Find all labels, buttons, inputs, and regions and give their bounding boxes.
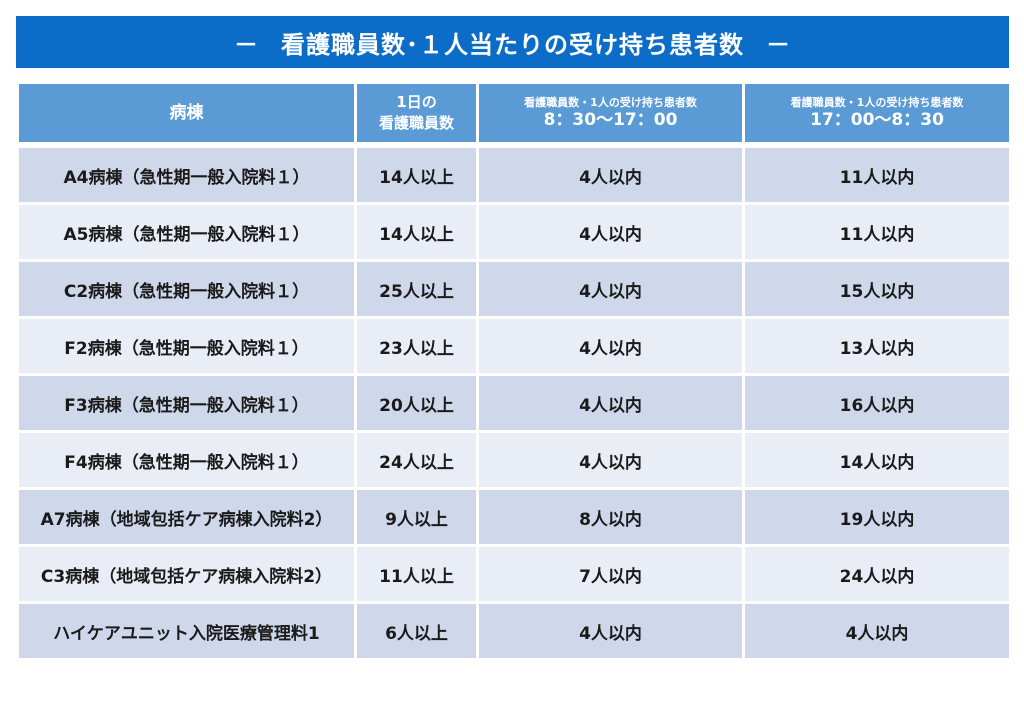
cell-ward: A4病棟（急性期一般入院料１）	[16, 142, 357, 205]
table-row: A5病棟（急性期一般入院料１） 14人以上 4人以内 11人以内	[16, 202, 1012, 262]
cell-staff: 9人以上	[354, 487, 479, 547]
cell-ward: F2病棟（急性期一般入院料１）	[16, 316, 357, 376]
cell-staff: 6人以上	[354, 601, 479, 661]
table-row: F4病棟（急性期一般入院料１） 24人以上 4人以内 14人以内	[16, 430, 1012, 490]
table-row: ハイケアユニット入院医療管理料1 6人以上 4人以内 4人以内	[16, 601, 1012, 661]
cell-night: 11人以内	[742, 142, 1012, 205]
cell-ward: C3病棟（地域包括ケア病棟入院料2）	[16, 544, 357, 604]
cell-staff: 23人以上	[354, 316, 479, 376]
nurse-staffing-table: 病棟 1日の 看護職員数 看護職員数・1人の受け持ち患者数 8：30～17：00…	[16, 81, 1012, 661]
cell-night: 15人以内	[742, 259, 1012, 319]
cell-night: 24人以内	[742, 544, 1012, 604]
cell-night: 11人以内	[742, 202, 1012, 262]
title-dash-left: －	[234, 30, 259, 59]
cell-day: 4人以内	[476, 430, 745, 490]
cell-day: 8人以内	[476, 487, 745, 547]
page-title: － 看護職員数･１人当たりの受け持ち患者数 －	[16, 16, 1009, 68]
title-dash-right: －	[766, 30, 791, 59]
cell-staff: 25人以上	[354, 259, 479, 319]
title-text: 看護職員数･１人当たりの受け持ち患者数	[281, 30, 744, 59]
cell-staff: 20人以上	[354, 373, 479, 433]
cell-day: 4人以内	[476, 373, 745, 433]
cell-ward: F4病棟（急性期一般入院料１）	[16, 430, 357, 490]
cell-night: 14人以内	[742, 430, 1012, 490]
table-row: A4病棟（急性期一般入院料１） 14人以上 4人以内 11人以内	[16, 142, 1012, 205]
cell-ward: A5病棟（急性期一般入院料１）	[16, 202, 357, 262]
header-night-shift: 看護職員数・1人の受け持ち患者数 17：00～8：30	[742, 81, 1012, 147]
cell-day: 4人以内	[476, 259, 745, 319]
table-row: C2病棟（急性期一般入院料１） 25人以上 4人以内 15人以内	[16, 259, 1012, 319]
cell-ward: ハイケアユニット入院医療管理料1	[16, 601, 357, 661]
cell-day: 4人以内	[476, 316, 745, 376]
cell-ward: C2病棟（急性期一般入院料１）	[16, 259, 357, 319]
cell-night: 13人以内	[742, 316, 1012, 376]
cell-night: 4人以内	[742, 601, 1012, 661]
cell-day: 7人以内	[476, 544, 745, 604]
header-daily-staff: 1日の 看護職員数	[354, 81, 479, 147]
cell-ward: A7病棟（地域包括ケア病棟入院料2）	[16, 487, 357, 547]
header-ward: 病棟	[16, 81, 357, 147]
cell-staff: 24人以上	[354, 430, 479, 490]
cell-night: 16人以内	[742, 373, 1012, 433]
table-row: F3病棟（急性期一般入院料１） 20人以上 4人以内 16人以内	[16, 373, 1012, 433]
table-row: F2病棟（急性期一般入院料１） 23人以上 4人以内 13人以内	[16, 316, 1012, 376]
cell-day: 4人以内	[476, 601, 745, 661]
cell-day: 4人以内	[476, 142, 745, 205]
cell-ward: F3病棟（急性期一般入院料１）	[16, 373, 357, 433]
cell-staff: 14人以上	[354, 202, 479, 262]
cell-staff: 14人以上	[354, 142, 479, 205]
cell-night: 19人以内	[742, 487, 1012, 547]
table-row: A7病棟（地域包括ケア病棟入院料2） 9人以上 8人以内 19人以内	[16, 487, 1012, 547]
header-day-shift: 看護職員数・1人の受け持ち患者数 8：30～17：00	[476, 81, 745, 147]
table-header-row: 病棟 1日の 看護職員数 看護職員数・1人の受け持ち患者数 8：30～17：00…	[16, 81, 1012, 147]
table-row: C3病棟（地域包括ケア病棟入院料2） 11人以上 7人以内 24人以内	[16, 544, 1012, 604]
cell-day: 4人以内	[476, 202, 745, 262]
cell-staff: 11人以上	[354, 544, 479, 604]
